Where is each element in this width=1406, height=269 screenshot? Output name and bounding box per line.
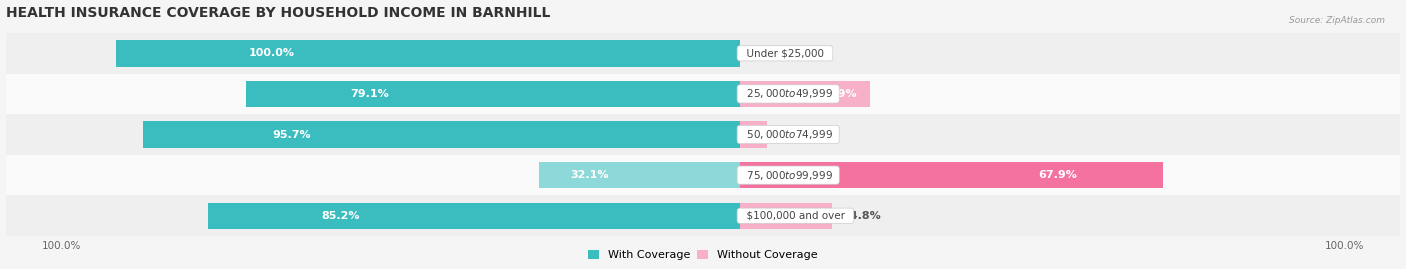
Bar bbox=[0, 33, 1406, 74]
Bar bbox=[740, 203, 832, 229]
Bar bbox=[208, 203, 740, 229]
Bar bbox=[246, 81, 740, 107]
Bar bbox=[0, 74, 1406, 114]
Text: 32.1%: 32.1% bbox=[571, 170, 609, 180]
Bar bbox=[740, 81, 870, 107]
Text: 4.3%: 4.3% bbox=[778, 129, 808, 140]
Bar bbox=[0, 195, 1406, 236]
Bar bbox=[740, 162, 1163, 188]
Text: 100.0%: 100.0% bbox=[42, 241, 82, 251]
Bar bbox=[0, 155, 1406, 195]
Text: $25,000 to $49,999: $25,000 to $49,999 bbox=[740, 87, 837, 100]
Legend: With Coverage, Without Coverage: With Coverage, Without Coverage bbox=[583, 246, 823, 265]
Text: 20.9%: 20.9% bbox=[818, 89, 856, 99]
Text: 0.0%: 0.0% bbox=[751, 48, 782, 58]
Bar bbox=[142, 121, 740, 148]
Text: Source: ZipAtlas.com: Source: ZipAtlas.com bbox=[1289, 16, 1385, 25]
Text: Under $25,000: Under $25,000 bbox=[740, 48, 830, 58]
Text: 95.7%: 95.7% bbox=[273, 129, 311, 140]
Text: HEALTH INSURANCE COVERAGE BY HOUSEHOLD INCOME IN BARNHILL: HEALTH INSURANCE COVERAGE BY HOUSEHOLD I… bbox=[6, 6, 550, 20]
Text: $75,000 to $99,999: $75,000 to $99,999 bbox=[740, 169, 837, 182]
Text: 85.2%: 85.2% bbox=[322, 211, 360, 221]
Text: 67.9%: 67.9% bbox=[1038, 170, 1077, 180]
Text: $100,000 and over: $100,000 and over bbox=[740, 211, 851, 221]
Text: 100.0%: 100.0% bbox=[1324, 241, 1364, 251]
Text: 14.8%: 14.8% bbox=[844, 211, 882, 221]
Bar bbox=[540, 162, 740, 188]
Text: $50,000 to $74,999: $50,000 to $74,999 bbox=[740, 128, 837, 141]
Text: 100.0%: 100.0% bbox=[249, 48, 295, 58]
Bar bbox=[0, 114, 1406, 155]
Text: 79.1%: 79.1% bbox=[350, 89, 389, 99]
Bar bbox=[740, 121, 766, 148]
Bar bbox=[115, 40, 740, 66]
